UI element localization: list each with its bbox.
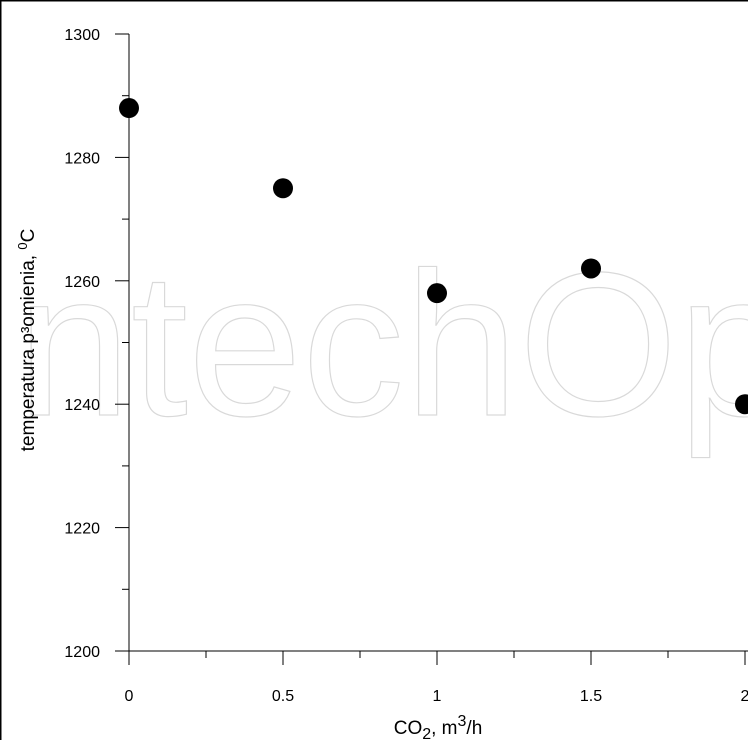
y-axis-title-superscript: 0 xyxy=(15,242,30,249)
data-point xyxy=(119,98,139,119)
x-axis-title: CO2, m3/h xyxy=(394,713,483,740)
x-axis-title-mid: , m xyxy=(431,718,457,739)
x-tick-label: 0.5 xyxy=(272,688,294,705)
y-tick-label: 1260 xyxy=(64,274,100,291)
y-axis-title-main: temperatura p³omienia, xyxy=(18,250,39,452)
data-point xyxy=(735,394,748,415)
x-tick-label: 1 xyxy=(433,688,442,705)
x-axis-title-main: CO xyxy=(394,718,423,739)
x-axis-title-superscript: 3 xyxy=(458,713,467,730)
data-point xyxy=(273,178,293,199)
y-tick-label: 1280 xyxy=(64,150,100,167)
y-ticks: 1200 1220 1240 1260 1280 1300 xyxy=(64,27,129,661)
x-tick-label: 2 xyxy=(741,688,748,705)
x-tick-label: 0 xyxy=(125,688,134,705)
plot-area: 1200 1220 1240 1260 1280 1300 0 0.5 1 1.5 2 xyxy=(64,27,748,705)
x-ticks: 0 0.5 1 1.5 2 xyxy=(125,651,748,705)
x-tick-label: 1.5 xyxy=(580,688,602,705)
data-point xyxy=(581,258,601,279)
x-axis-title-subscript: 2 xyxy=(422,726,431,740)
watermark: IntechOpen xyxy=(0,230,748,459)
data-point xyxy=(427,283,447,304)
y-tick-label: 1240 xyxy=(64,397,100,414)
y-axis-title-end: C xyxy=(18,229,39,243)
y-tick-label: 1300 xyxy=(64,27,100,44)
y-tick-label: 1200 xyxy=(64,644,100,661)
y-tick-label: 1220 xyxy=(64,521,100,538)
y-axis-title: temperatura p³omienia, 0C xyxy=(15,229,39,452)
x-axis-title-end: /h xyxy=(466,718,482,739)
data-points xyxy=(119,98,748,415)
